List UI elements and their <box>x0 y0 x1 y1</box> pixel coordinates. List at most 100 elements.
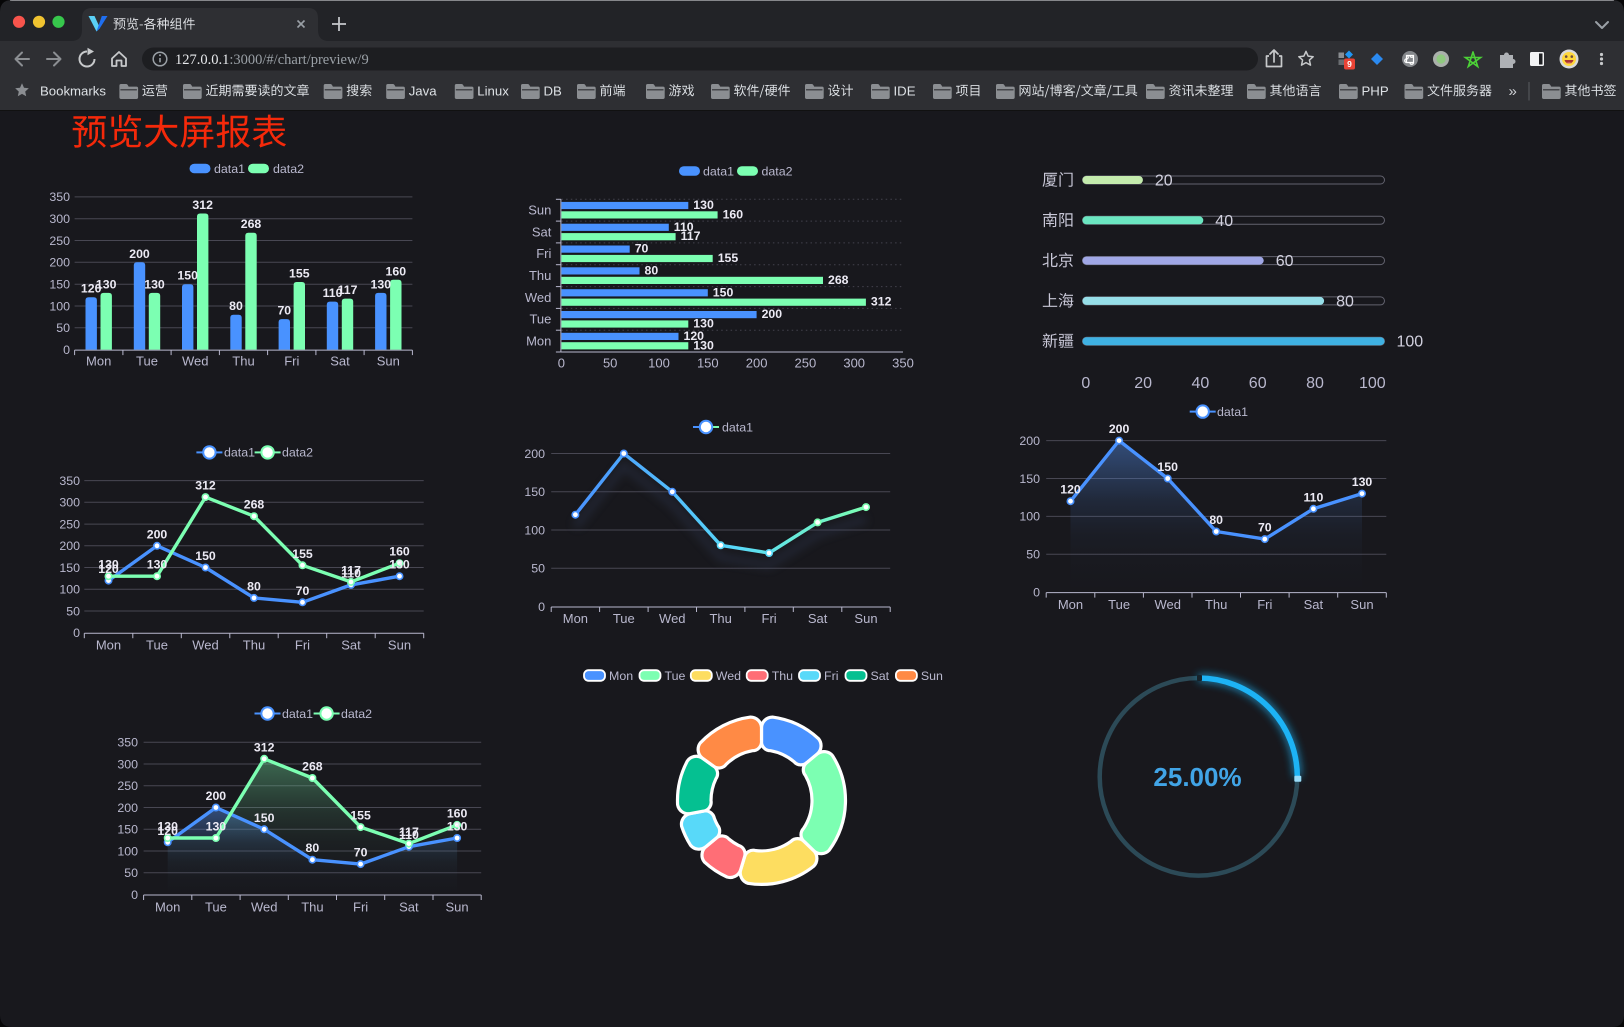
svg-text:120: 120 <box>81 282 102 296</box>
svg-text:data1: data1 <box>1217 405 1248 419</box>
svg-text:Thu: Thu <box>1205 597 1227 612</box>
svg-text:Sun: Sun <box>1350 597 1373 612</box>
svg-text:Thu: Thu <box>301 899 323 914</box>
svg-text:Java: Java <box>409 83 438 98</box>
svg-text:250: 250 <box>59 517 80 531</box>
svg-text:120: 120 <box>98 562 119 576</box>
svg-text:Tue: Tue <box>1108 597 1130 612</box>
svg-text:268: 268 <box>828 273 849 287</box>
svg-text:70: 70 <box>354 846 368 860</box>
svg-text:150: 150 <box>49 278 70 292</box>
svg-text:160: 160 <box>389 545 410 559</box>
svg-text:100: 100 <box>1397 334 1424 351</box>
svg-text:Fri: Fri <box>1257 597 1272 612</box>
svg-text:0: 0 <box>558 355 565 370</box>
svg-text:100: 100 <box>1019 510 1040 524</box>
svg-text:200: 200 <box>129 247 150 261</box>
svg-text:Sat: Sat <box>1304 597 1324 612</box>
svg-text:data1: data1 <box>282 707 313 721</box>
svg-text:Thu: Thu <box>709 611 731 626</box>
svg-text:Linux: Linux <box>477 83 509 98</box>
svg-text:150: 150 <box>177 269 198 283</box>
svg-text:Thu: Thu <box>243 637 265 652</box>
svg-text:155: 155 <box>289 267 310 281</box>
svg-text:Wed: Wed <box>716 669 741 683</box>
svg-text:350: 350 <box>59 474 80 488</box>
svg-text:70: 70 <box>296 584 310 598</box>
svg-text:70: 70 <box>635 242 649 256</box>
svg-text:Mon: Mon <box>1058 597 1083 612</box>
svg-text:150: 150 <box>713 285 734 299</box>
svg-text:50: 50 <box>531 562 545 576</box>
svg-text:0: 0 <box>63 343 70 357</box>
svg-text:Thu: Thu <box>772 669 793 683</box>
svg-text:200: 200 <box>147 527 168 541</box>
svg-text:200: 200 <box>206 789 227 803</box>
svg-text:350: 350 <box>117 736 138 750</box>
svg-text:0: 0 <box>538 600 545 614</box>
svg-text:100: 100 <box>117 844 138 858</box>
svg-text:312: 312 <box>195 479 216 493</box>
svg-text:110: 110 <box>674 220 694 234</box>
svg-text:data2: data2 <box>273 162 304 176</box>
svg-text:120: 120 <box>684 329 705 343</box>
svg-text:130: 130 <box>447 820 468 834</box>
svg-text:200: 200 <box>1109 422 1130 436</box>
svg-text:Wed: Wed <box>525 290 552 305</box>
svg-text:150: 150 <box>697 355 719 370</box>
svg-text:Sat: Sat <box>341 637 361 652</box>
svg-text:Mon: Mon <box>155 899 180 914</box>
svg-text:Wed: Wed <box>659 611 686 626</box>
svg-text:300: 300 <box>59 496 80 510</box>
svg-text:70: 70 <box>1258 521 1272 535</box>
svg-text:Bookmarks: Bookmarks <box>40 83 106 98</box>
svg-text:200: 200 <box>59 539 80 553</box>
svg-text:150: 150 <box>59 561 80 575</box>
svg-text:300: 300 <box>843 355 865 370</box>
svg-text:Sun: Sun <box>446 899 469 914</box>
svg-text:130: 130 <box>389 558 410 572</box>
svg-text:80: 80 <box>645 263 659 277</box>
svg-text:130: 130 <box>1352 475 1373 489</box>
svg-text:268: 268 <box>302 760 323 774</box>
svg-text:100: 100 <box>1359 375 1386 392</box>
svg-text:130: 130 <box>371 277 392 291</box>
svg-text:DB: DB <box>544 83 563 98</box>
svg-text:268: 268 <box>241 217 262 231</box>
svg-text:50: 50 <box>1026 548 1040 562</box>
svg-text:0: 0 <box>1081 375 1090 392</box>
svg-text:130: 130 <box>96 277 117 291</box>
svg-text:130: 130 <box>693 198 714 212</box>
svg-text:Fri: Fri <box>762 611 777 626</box>
svg-text:312: 312 <box>254 740 275 754</box>
svg-text:312: 312 <box>871 295 892 309</box>
svg-text:160: 160 <box>723 207 744 221</box>
svg-text:data2: data2 <box>282 446 313 460</box>
svg-text:Tue: Tue <box>205 899 227 914</box>
svg-text:200: 200 <box>762 307 783 321</box>
svg-text:200: 200 <box>746 355 768 370</box>
svg-text:20: 20 <box>1134 375 1152 392</box>
svg-text:130: 130 <box>144 277 165 291</box>
svg-text:110: 110 <box>323 286 343 300</box>
svg-text:Fri: Fri <box>824 669 838 683</box>
svg-text:120: 120 <box>1060 483 1081 497</box>
svg-text:IDE: IDE <box>894 83 916 98</box>
svg-text:Sun: Sun <box>528 203 551 218</box>
svg-text:Mon: Mon <box>609 669 633 683</box>
svg-text:PHP: PHP <box>1362 83 1389 98</box>
svg-text:data1: data1 <box>722 420 753 434</box>
svg-text:Sat: Sat <box>871 669 890 683</box>
svg-text:50: 50 <box>56 321 70 335</box>
svg-text:Mon: Mon <box>96 637 121 652</box>
svg-text:312: 312 <box>192 198 213 212</box>
svg-text:110: 110 <box>399 828 419 842</box>
svg-text:data1: data1 <box>214 162 245 176</box>
svg-text:»: » <box>1509 83 1517 100</box>
svg-text:70: 70 <box>277 304 291 318</box>
svg-text:20: 20 <box>1155 173 1173 190</box>
svg-text:0: 0 <box>73 626 80 640</box>
svg-text:Sat: Sat <box>330 354 350 369</box>
svg-text:300: 300 <box>117 757 138 771</box>
svg-text:40: 40 <box>1192 375 1210 392</box>
